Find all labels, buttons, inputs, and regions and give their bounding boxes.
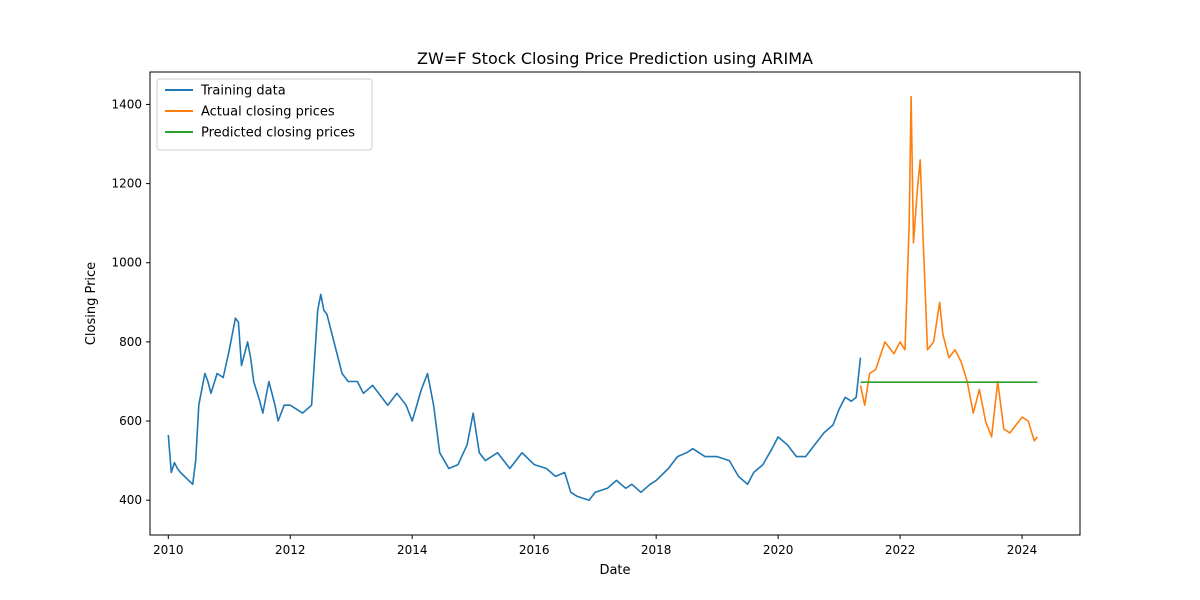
x-tick-label: 2020 — [763, 543, 794, 557]
legend-label: Training data — [200, 84, 286, 99]
x-tick-label: 2022 — [885, 543, 916, 557]
plot-frame — [149, 71, 1081, 536]
x-tick-label: 2016 — [519, 543, 550, 557]
x-tick-label: 2014 — [397, 543, 428, 557]
y-tick-label: 600 — [119, 414, 142, 428]
x-tick-label: 2010 — [153, 543, 184, 557]
y-tick-label: 1400 — [111, 97, 142, 111]
y-tick-label: 1200 — [111, 177, 142, 191]
legend-label: Predicted closing prices — [201, 126, 355, 141]
series-line-2 — [859, 95, 1038, 442]
x-tick-label: 2024 — [1007, 543, 1038, 557]
legend: Training data Actual closing prices Predic… — [156, 78, 373, 151]
x-tick-label: 2018 — [641, 543, 672, 557]
y-tick-label: 800 — [119, 335, 142, 349]
chart-title: ZW=F Stock Closing Price Prediction usin… — [417, 49, 813, 68]
x-axis-title: Date — [599, 563, 630, 578]
series-layer — [167, 95, 1038, 502]
y-tick-label: 400 — [119, 493, 142, 507]
y-axis-title: Closing Price — [84, 262, 99, 345]
y-axis: 400 600 800 1000 1200 1400 — [111, 97, 150, 507]
series-line-1 — [167, 293, 862, 502]
legend-label: Actual closing prices — [201, 105, 335, 120]
x-tick-label: 2012 — [275, 543, 306, 557]
x-axis: 2010 2012 2014 2016 2018 2020 2022 2024 — [153, 535, 1037, 557]
y-tick-label: 1000 — [111, 256, 142, 270]
legend-box — [156, 78, 373, 151]
